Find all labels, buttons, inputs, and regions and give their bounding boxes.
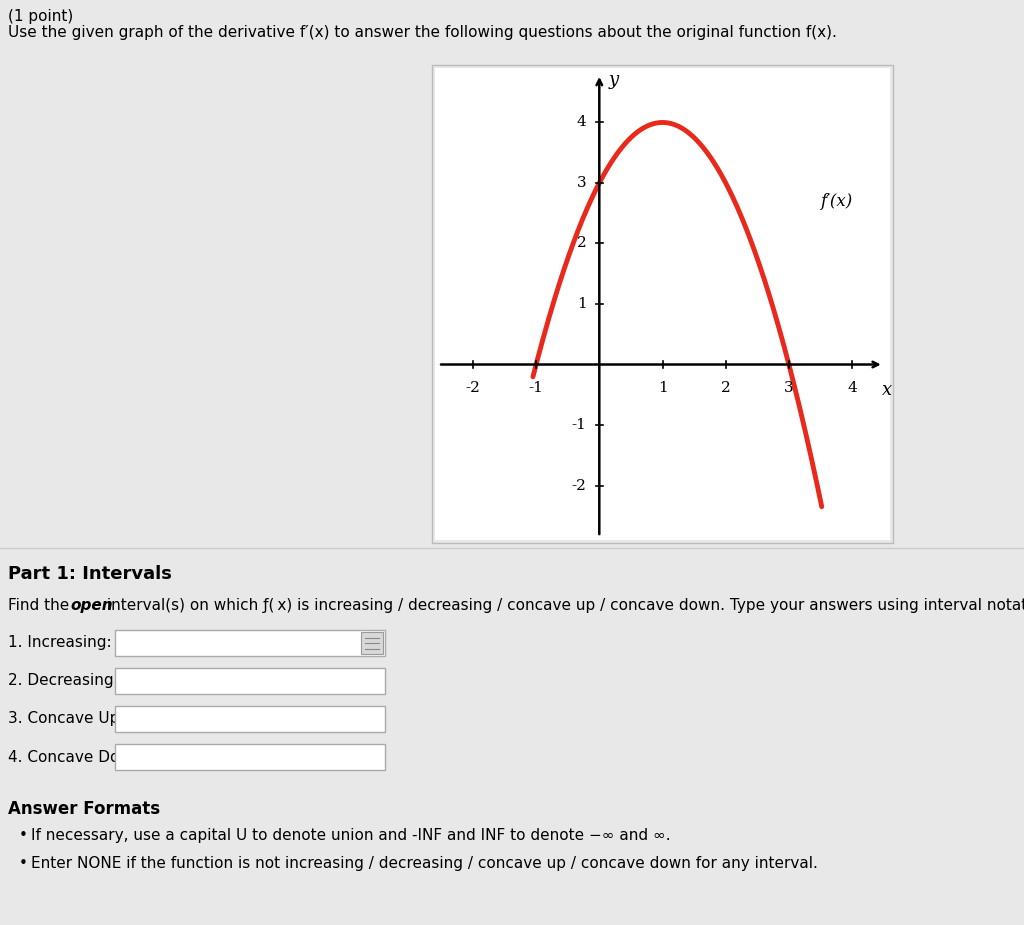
Text: 1. Increasing:: 1. Increasing: xyxy=(8,635,112,650)
Text: -1: -1 xyxy=(571,418,587,432)
Text: 2: 2 xyxy=(721,381,730,396)
Text: -1: -1 xyxy=(528,381,544,396)
Text: 4. Concave Down:: 4. Concave Down: xyxy=(8,749,146,764)
Text: •: • xyxy=(18,828,28,843)
Text: -2: -2 xyxy=(466,381,480,396)
Text: 3: 3 xyxy=(784,381,794,396)
Text: 2. Decreasing:: 2. Decreasing: xyxy=(8,673,119,688)
Text: 3. Concave Up:: 3. Concave Up: xyxy=(8,711,125,726)
Text: (1 point): (1 point) xyxy=(8,9,74,24)
Text: f′(x): f′(x) xyxy=(820,192,853,210)
Text: x: x xyxy=(882,381,892,400)
Text: Part 1: Intervals: Part 1: Intervals xyxy=(8,565,172,583)
Text: If necessary, use a capital U to denote union and -INF and INF to denote −∞ and : If necessary, use a capital U to denote … xyxy=(31,828,671,843)
Text: 1: 1 xyxy=(577,297,587,311)
Text: 4: 4 xyxy=(847,381,857,396)
Text: -2: -2 xyxy=(571,478,587,492)
Text: y: y xyxy=(609,71,618,89)
Text: Use the given graph of the derivative f′(x) to answer the following questions ab: Use the given graph of the derivative f′… xyxy=(8,25,837,40)
Text: interval(s) on which ƒ( x) is increasing / decreasing / concave up / concave dow: interval(s) on which ƒ( x) is increasing… xyxy=(102,598,1024,613)
Text: 2: 2 xyxy=(577,237,587,251)
Text: 3: 3 xyxy=(578,176,587,190)
Text: Find the: Find the xyxy=(8,598,75,613)
Text: •: • xyxy=(18,856,28,871)
Text: Answer Formats: Answer Formats xyxy=(8,800,161,818)
Text: open: open xyxy=(71,598,114,613)
Text: 4: 4 xyxy=(577,116,587,130)
Text: Enter NONE if the function is not increasing / decreasing / concave up / concave: Enter NONE if the function is not increa… xyxy=(31,856,817,871)
Text: 1: 1 xyxy=(657,381,668,396)
